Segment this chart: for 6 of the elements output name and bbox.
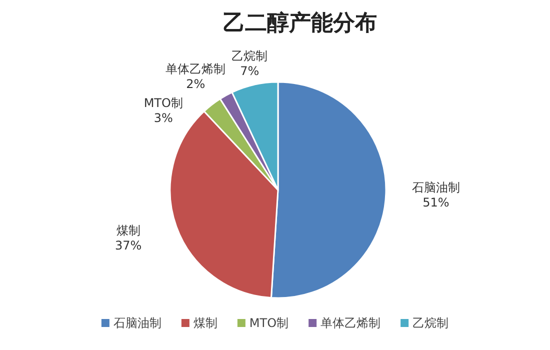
legend-label: 单体乙烯制	[320, 316, 381, 330]
legend-label: 煤制	[193, 316, 218, 330]
chart-title: 乙二醇产能分布	[223, 10, 377, 36]
legend-label: 石脑油制	[113, 316, 162, 330]
legend-label: MTO制	[249, 316, 289, 330]
legend-label: 乙烷制	[412, 316, 449, 330]
